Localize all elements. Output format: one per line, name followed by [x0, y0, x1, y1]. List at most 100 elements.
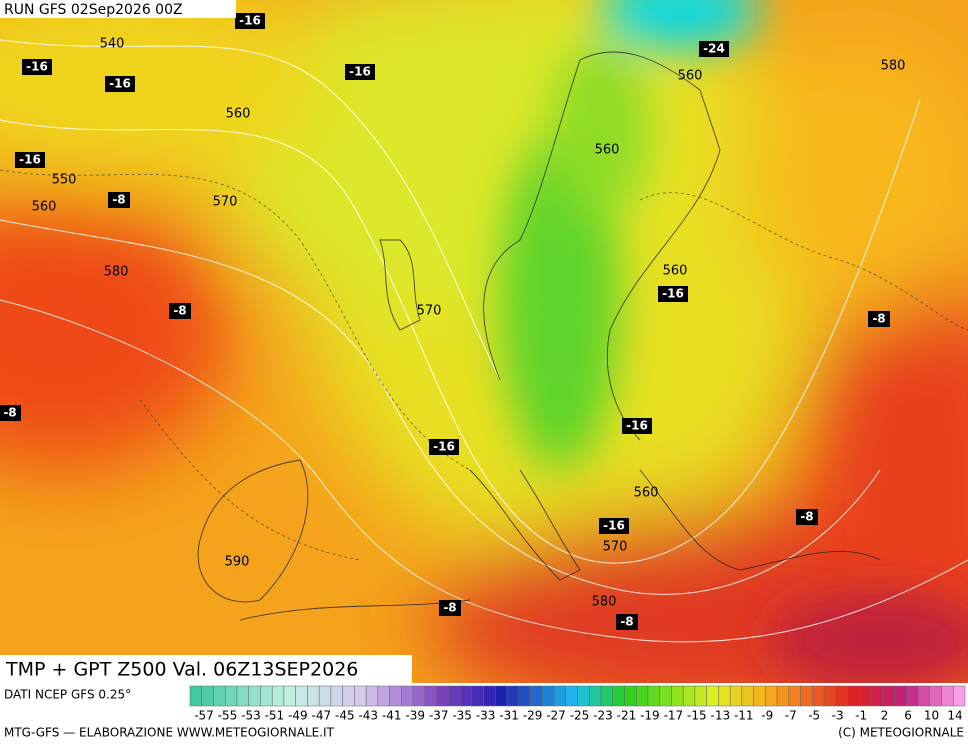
scale-label: -17 [664, 709, 684, 723]
scale-swatch [929, 685, 942, 707]
scale-label: -1 [855, 709, 867, 723]
temp-label-box [616, 614, 638, 630]
scale-swatch [588, 685, 602, 707]
scale-swatch [553, 685, 567, 707]
scale-label: -15 [687, 709, 707, 723]
scale-label: -29 [523, 709, 543, 723]
height-label: 560 [32, 200, 57, 215]
temp-label: -16 [109, 77, 131, 91]
scale-label: -7 [785, 709, 797, 723]
scale-swatch [624, 685, 637, 707]
scale-label: -3 [832, 709, 844, 723]
scale-swatch [354, 685, 367, 707]
scale-label: -33 [476, 709, 496, 723]
temp-label-box [169, 303, 191, 319]
scale-swatch [812, 685, 825, 707]
height-label: 590 [225, 555, 250, 570]
scale-swatch [671, 685, 684, 707]
temp-label-box [868, 311, 890, 327]
scale-swatch [295, 685, 308, 707]
scale-swatch [518, 685, 531, 707]
scale-swatch [424, 685, 437, 707]
temp-label-box [105, 76, 135, 92]
scale-swatch [706, 685, 719, 707]
scale-swatch [823, 685, 837, 707]
scale-label: 2 [881, 709, 889, 723]
scale-swatch [753, 685, 766, 707]
temp-label-box [622, 418, 652, 434]
scale-swatch [600, 685, 613, 707]
scale-swatch [283, 685, 296, 707]
credit-right: (C) METEOGIORNALE [838, 726, 964, 740]
scale-swatch [530, 685, 543, 707]
scale-label: 14 [947, 709, 962, 723]
scale-swatch [248, 685, 261, 707]
scale-swatch [612, 685, 625, 707]
temp-label-box [429, 439, 459, 455]
run-box [0, 0, 236, 18]
scale-swatch [365, 685, 379, 707]
scale-swatch [565, 685, 578, 707]
scale-swatch [189, 685, 202, 707]
height-label: 560 [634, 486, 659, 501]
temp-label: -8 [620, 615, 633, 629]
temp-label: -8 [443, 601, 456, 615]
scale-label: -31 [499, 709, 519, 723]
scale-swatch [647, 685, 660, 707]
scale-swatch [213, 685, 226, 707]
scale-swatch [635, 685, 649, 707]
scale-label: -23 [593, 709, 613, 723]
scale-label: -45 [335, 709, 355, 723]
height-label: 570 [603, 540, 628, 555]
credit-left: MTG-GFS — ELABORAZIONE WWW.METEOGIORNALE… [4, 726, 335, 740]
scale-swatch [870, 685, 884, 707]
scale-label: -25 [570, 709, 590, 723]
scale-label: -11 [734, 709, 754, 723]
height-label: 580 [881, 59, 906, 74]
temp-label-box [439, 600, 461, 616]
temp-label-box [108, 192, 130, 208]
temp-label: -8 [3, 406, 16, 420]
height-label: 560 [226, 107, 251, 122]
scale-swatch [236, 685, 249, 707]
temp-label: -16 [239, 14, 261, 28]
temp-label-box [796, 509, 818, 525]
source-text: DATI NCEP GFS 0.25° [4, 688, 131, 702]
temp-label: -8 [800, 510, 813, 524]
scale-swatch [342, 685, 355, 707]
height-label: 560 [678, 69, 703, 84]
scale-swatch [941, 685, 954, 707]
temp-label: -8 [112, 193, 125, 207]
scale-swatch [859, 685, 872, 707]
scale-swatch [906, 685, 919, 707]
temp-label: -16 [603, 519, 625, 533]
scale-swatch [436, 685, 449, 707]
scale-swatch [401, 685, 414, 707]
scale-label: -19 [640, 709, 660, 723]
temp-label: -16 [433, 440, 455, 454]
temp-label-box [658, 286, 688, 302]
scale-label: -53 [241, 709, 261, 723]
temp-label: -8 [173, 304, 186, 318]
scale-swatch [718, 685, 731, 707]
scale-label: -13 [711, 709, 731, 723]
height-label: 580 [104, 265, 129, 280]
scale-swatch [495, 685, 508, 707]
temp-label: -16 [19, 153, 41, 167]
temp-label-box [0, 405, 21, 421]
scale-swatch [448, 685, 461, 707]
scale-label: -37 [429, 709, 449, 723]
map-field [0, 0, 968, 683]
scale-swatch [776, 685, 790, 707]
scale-label: -57 [194, 709, 214, 723]
scale-swatch [694, 685, 707, 707]
temp-label-box [15, 152, 45, 168]
scale-swatch [260, 685, 273, 707]
scale-label: -49 [288, 709, 308, 723]
temp-label-box [22, 59, 52, 75]
scale-label: -5 [808, 709, 820, 723]
scale-swatch [307, 685, 320, 707]
title-box [0, 655, 412, 683]
height-label: 580 [592, 595, 617, 610]
temp-label-box [345, 64, 375, 80]
